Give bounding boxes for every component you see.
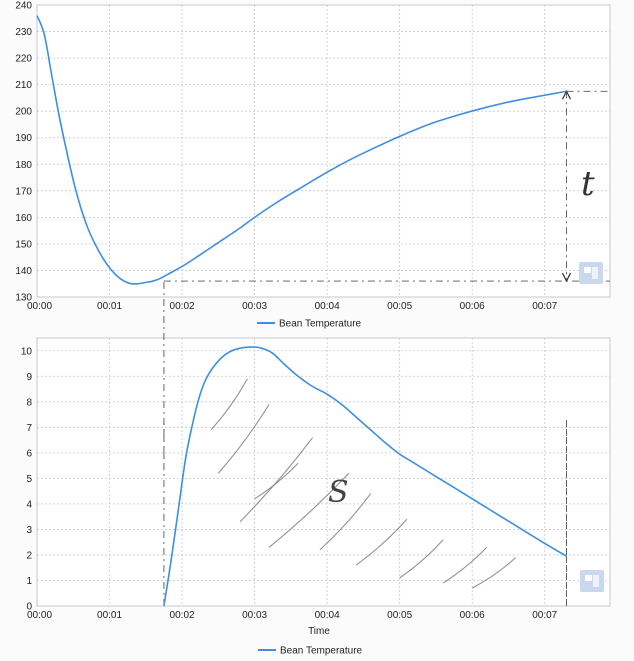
x-tick-label: 00:01 [97,610,122,621]
y-tick-label: 5 [26,474,32,485]
x-tick-label: 00:04 [315,610,340,621]
hatch-stroke [355,518,408,566]
hatch-stroke [268,472,350,548]
y-tick-label: 9 [26,372,32,383]
y-tick-label: 10 [21,346,33,357]
series-line-bean-temperature [163,346,567,607]
hatch-stroke [442,546,488,584]
plot-area-top [36,4,611,298]
y-tick-label: 240 [15,1,32,12]
watermark-icon-top [579,262,603,284]
legend-label-top: Bean Temperature [279,319,362,330]
x-ticks-bottom: 00:00 00:01 00:02 00:03 00:04 00:05 00:06 00:07 [27,610,558,621]
y-tick-label: 8 [26,397,32,408]
y-tick-label: 7 [26,423,32,434]
hand-label-t: t [581,164,595,204]
y-tick-label: 150 [15,239,32,250]
y-tick-label: 2 [26,550,32,561]
hatch-stroke [210,378,248,431]
y-tick-label: 230 [15,27,32,38]
hatch-stroke [399,539,444,579]
y-tick-label: 130 [15,293,32,304]
x-tick-label: 00:04 [315,301,340,312]
x-tick-label: 00:06 [460,610,485,621]
y-tick-label: 6 [26,448,32,459]
x-tick-label: 00:05 [387,610,412,621]
y-tick-label: 220 [15,54,32,65]
x-tick-label: 00:02 [170,301,195,312]
y-tick-label: 170 [15,186,32,197]
x-tick-label: 00:07 [532,301,557,312]
x-tick-label: 00:05 [387,301,412,312]
series-top [36,15,567,285]
grid-bottom [37,338,610,606]
annotations-bottom [163,282,567,606]
annotation-arrow-head-top [561,89,572,100]
y-tick-label: 210 [15,80,32,91]
annotation-arrow-head-bottom [561,272,572,283]
y-ticks-top: 130 140 150 160 170 180 190 200 210 220 230 240 [15,1,32,304]
grid-top [37,5,610,297]
y-tick-label: 140 [15,266,32,277]
legend-label-bottom: Bean Temperature [280,646,363,657]
series-bottom [163,346,567,607]
y-tick-label: 190 [15,133,32,144]
x-tick-label: 00:07 [532,610,557,621]
y-tick-label: 160 [15,213,32,224]
hatch-stroke [239,437,314,523]
x-tick-label: 00:03 [242,610,267,621]
hatch-stroke [471,557,517,589]
y-tick-label: 4 [26,499,32,510]
x-ticks-top: 00:00 00:01 00:02 00:03 00:04 00:05 00:06 00:07 [27,301,558,312]
annotations-top [163,89,610,283]
y-tick-label: 0 [26,602,32,613]
series-line-bean-temperature [36,15,567,285]
hand-label-s: S [328,475,349,510]
hatched-area [210,378,517,589]
x-tick-label: 00:00 [27,610,52,621]
x-tick-label: 00:06 [460,301,485,312]
plot-area-bottom [36,337,611,607]
x-tick-label: 00:00 [27,301,52,312]
y-tick-label: 1 [26,576,32,587]
y-ticks-bottom: 0 1 2 3 4 5 6 7 8 9 10 [21,346,33,612]
hatch-stroke [217,404,270,474]
hatch-stroke [319,493,372,551]
chart-top: 00:00 00:01 00:02 00:03 00:04 00:05 00:06 00:07… [15,1,611,330]
watermark-icon-bottom [580,570,604,592]
x-tick-label: 00:01 [97,301,122,312]
hatch-stroke [254,462,299,500]
chart-bottom: 00:00 00:01 00:02 00:03 00:04 00:05 00:06 00:07… [21,282,611,657]
x-tick-label: 00:03 [242,301,267,312]
y-tick-label: 3 [26,525,32,536]
y-tick-label: 200 [15,107,32,118]
y-tick-label: 180 [15,160,32,171]
x-tick-label: 00:02 [170,610,195,621]
x-axis-title-bottom: Time [308,626,330,637]
